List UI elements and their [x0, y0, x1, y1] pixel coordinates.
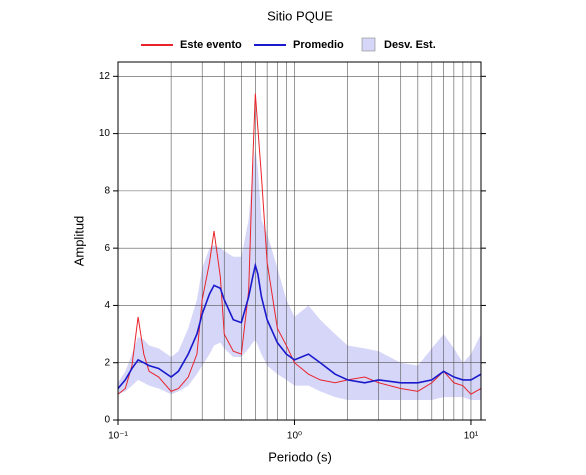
series-line: [117, 93, 482, 395]
y-tick-label: 10: [99, 128, 111, 139]
y-tick-label: 12: [99, 71, 111, 82]
x-tick-label: 10⁻¹: [108, 431, 128, 442]
legend-swatch: [361, 37, 376, 52]
y-tick-label: 0: [104, 415, 110, 426]
std-band: [118, 147, 481, 400]
legend-label: Promedio: [293, 39, 344, 51]
y-tick-label: 6: [104, 243, 110, 254]
chart-title: Sitio PQUE: [267, 8, 333, 23]
x-tick-label: 10¹: [464, 431, 479, 442]
legend-label: Desv. Est.: [384, 39, 436, 51]
y-tick-label: 2: [104, 357, 110, 368]
series-line: [117, 262, 482, 390]
y-tick-label: 4: [104, 300, 110, 311]
legend-label: Este evento: [180, 39, 242, 51]
y-axis-label: Amplitud: [71, 216, 86, 267]
x-tick-label: 10⁰: [287, 431, 302, 442]
y-tick-label: 8: [104, 186, 110, 197]
x-axis-label: Periodo (s): [268, 449, 332, 464]
plot-frame: [117, 61, 482, 421]
